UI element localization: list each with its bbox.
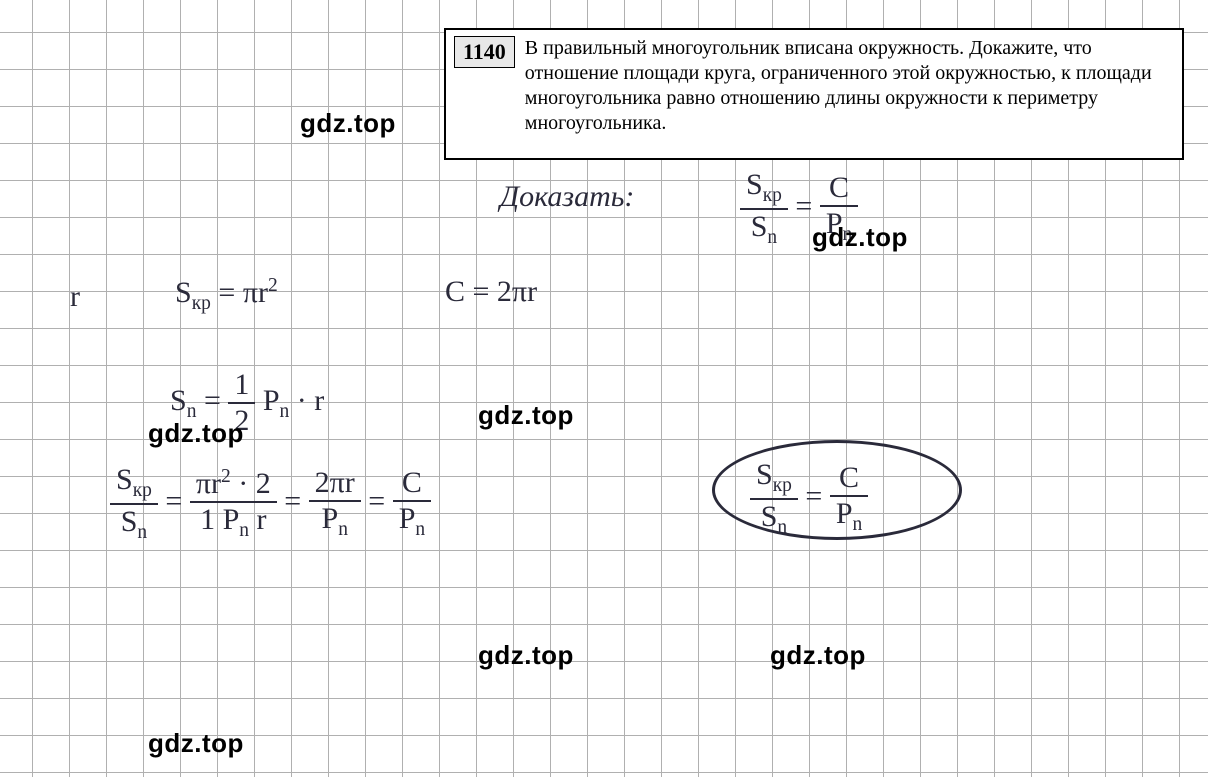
equals: =	[368, 484, 385, 517]
watermark: gdz.top	[148, 728, 244, 759]
frac-den: Sn	[740, 210, 788, 248]
frac-num: 1	[228, 370, 255, 404]
frac-den: Sn	[750, 500, 798, 538]
frac-num: C	[820, 173, 858, 207]
derivation-line: Sкр Sn = πr2 · 2 1 Pn r = 2πr Pn = C Pn	[110, 465, 431, 542]
sn-lhs: Sn =	[170, 384, 221, 417]
watermark: gdz.top	[300, 108, 396, 139]
sn-rhs: Pn · r	[263, 384, 324, 417]
watermark: gdz.top	[478, 640, 574, 671]
skp-formula: Sкр = πr2	[175, 275, 278, 315]
frac-den: Pn	[309, 502, 361, 540]
equals: =	[165, 484, 182, 517]
frac-den: 1 Pn r	[190, 503, 277, 541]
watermark: gdz.top	[812, 222, 908, 253]
watermark: gdz.top	[478, 400, 574, 431]
frac-den: Sn	[110, 505, 158, 543]
frac-num: C	[830, 463, 868, 497]
frac-num: Sкр	[750, 460, 798, 500]
frac-num: C	[393, 468, 431, 502]
watermark: gdz.top	[148, 418, 244, 449]
equals: =	[284, 484, 301, 517]
prove-label: Доказать:	[500, 180, 634, 214]
result-equation: Sкр Sn = C Pn	[750, 460, 868, 537]
r-label: r	[70, 280, 80, 314]
frac-num: Sкр	[110, 465, 158, 505]
watermark: gdz.top	[770, 640, 866, 671]
frac-num: πr2 · 2	[190, 467, 277, 503]
frac-num: 2πr	[309, 468, 361, 502]
frac-den: Pn	[830, 497, 868, 535]
problem-text: В правильный многоугольник вписана окруж…	[525, 36, 1170, 136]
frac-num: Sкр	[740, 170, 788, 210]
problem-number: 1140	[454, 36, 515, 68]
frac-den: Pn	[393, 502, 431, 540]
equals: =	[805, 479, 822, 512]
problem-box: 1140 В правильный многоугольник вписана …	[444, 28, 1184, 160]
equals: =	[795, 189, 819, 222]
c-formula: C = 2πr	[445, 275, 537, 309]
